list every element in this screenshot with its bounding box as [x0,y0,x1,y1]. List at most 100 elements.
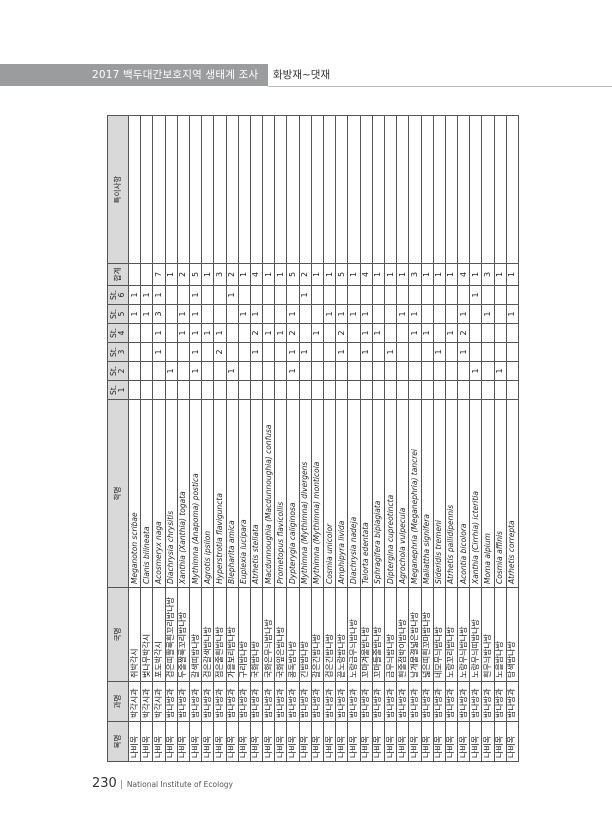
cell-order: 나비목 [201,721,214,762]
cell-total: 4 [250,263,263,286]
cell-st1 [177,380,190,400]
table-row: 나비목 박각시과 벚나무박각시 Clanis bilineata 1 1 [140,115,153,762]
cell-remarks [335,115,348,264]
cell-total: 4 [360,263,373,286]
cell-scientific-name: Meganephria (Meganephria) tancrei [408,399,421,588]
cell-korean-name: 검은갈색밤나방 [201,587,214,682]
cell-total [128,263,141,286]
table-row: 나비목 밤나방과 꼬마겨울밤나방 Telorta edentata 1 1 1 4 [360,115,373,762]
cell-total: 4 [457,263,470,286]
cell-family: 밤나방과 [262,681,275,722]
cell-st6: 1 [469,285,482,305]
cell-st1 [445,380,458,400]
cell-order: 나비목 [128,721,141,762]
cell-order: 나비목 [262,721,275,762]
cell-st5 [226,304,239,324]
cell-korean-name: 노랑꼬리밤나방 [445,587,458,682]
cell-scientific-name: Meganoton scribae [128,399,141,588]
cell-st4 [469,323,482,343]
cell-family: 밤나방과 [457,681,470,722]
cell-st1 [506,380,519,400]
column-header-label: 과명 [113,694,122,709]
cell-st4: 1 [177,323,190,343]
table-header-row: 목명 과명 국명 학명 St. 1 St. 2 St. 3 St. 4 St. 5 St. 6 합계 특이사항 [107,115,129,762]
cell-korean-name: 벚나무박각시 [140,587,153,682]
cell-order: 나비목 [457,721,470,762]
header-band [0,64,268,86]
cell-st6 [372,285,385,305]
cell-family: 밤나방과 [396,681,409,722]
cell-st4 [494,323,507,343]
cell-st6 [250,285,263,305]
cell-st6 [396,285,409,305]
cell-family: 밤나방과 [384,681,397,722]
cell-remarks [299,115,312,264]
cell-order: 나비목 [189,721,202,762]
column-header-label: 합계 [113,267,122,282]
cell-st5 [274,304,287,324]
cell-st5: 1 [250,304,263,324]
cell-st2 [250,361,263,381]
cell-st6 [494,285,507,305]
institute-name: National Institute of Ecology [126,780,233,789]
cell-st3 [165,342,178,362]
cell-st1 [494,380,507,400]
cell-scientific-name: Cosmia unicolor [323,399,336,588]
cell-st4 [506,323,519,343]
cell-st6 [177,285,190,305]
cell-st1 [457,380,470,400]
cell-st2: 1 [286,361,300,381]
cell-remarks [274,115,287,264]
cell-st4: 2 [250,323,263,343]
cell-st4: 1 [421,323,434,343]
cell-korean-name: 갈색띠밤나방 [189,587,202,682]
cell-st4 [384,323,397,343]
cell-st6 [384,285,397,305]
cell-total: 1 [201,263,214,286]
cell-st3 [506,342,519,362]
column-header-scientific-name: 학명 [107,399,129,588]
column-header-st3: St. 3 [107,342,129,362]
cell-family: 밤나방과 [433,681,446,722]
cell-st3: 1 [189,342,202,362]
column-header-total: 합계 [107,263,129,286]
cell-st5 [201,304,214,324]
cell-scientific-name: Diachrysia chrysitis [165,399,178,588]
cell-st6 [238,285,251,305]
cell-family: 밤나방과 [469,681,482,722]
table-row: 나비목 밤나방과 금무늬밤나방 Diptergina cupreotincta 1 1 [384,115,397,762]
cell-st3 [469,342,482,362]
cell-scientific-name: Mythimna (Anapoma) postica [189,399,202,588]
cell-st4 [347,323,361,343]
table-row: 나비목 밤나방과 노랑꼬리밤나방 Atrhetis pallidipennis 1 1 [445,115,458,762]
cell-st3 [311,342,324,362]
cell-st1 [152,380,166,400]
cell-st6 [335,285,348,305]
cell-total: 2 [226,263,239,286]
cell-st2: 1 [165,361,178,381]
cell-st5 [262,304,275,324]
cell-st2 [445,361,458,381]
table-row: 나비목 박각시과 쥐박각시 Meganoton scribae 1 1 [128,115,141,762]
cell-st6: 1 [128,285,141,305]
cell-remarks [408,115,421,264]
cell-remarks [213,115,226,264]
cell-family: 밤나방과 [226,681,239,722]
cell-remarks [347,115,361,264]
cell-family: 밤나방과 [165,681,178,722]
cell-remarks [494,115,507,264]
cell-korean-name: 흰줄점박이밤나방 [396,587,409,682]
cell-scientific-name: Xanthia (Xanthia) togata [177,399,190,588]
cell-total: 1 [421,263,434,286]
cell-family: 밤나방과 [189,681,202,722]
cell-st5: 1 [396,304,409,324]
cell-st5: 1 [506,304,519,324]
cell-st5 [469,304,482,324]
cell-order: 나비목 [311,721,324,762]
cell-family: 밤나방과 [286,681,300,722]
cell-total: 2 [299,263,312,286]
column-header-label: St. 1 [109,384,126,396]
cell-st5: 1 [177,304,190,324]
column-header-family: 과명 [107,681,129,722]
cell-order: 나비목 [213,721,226,762]
